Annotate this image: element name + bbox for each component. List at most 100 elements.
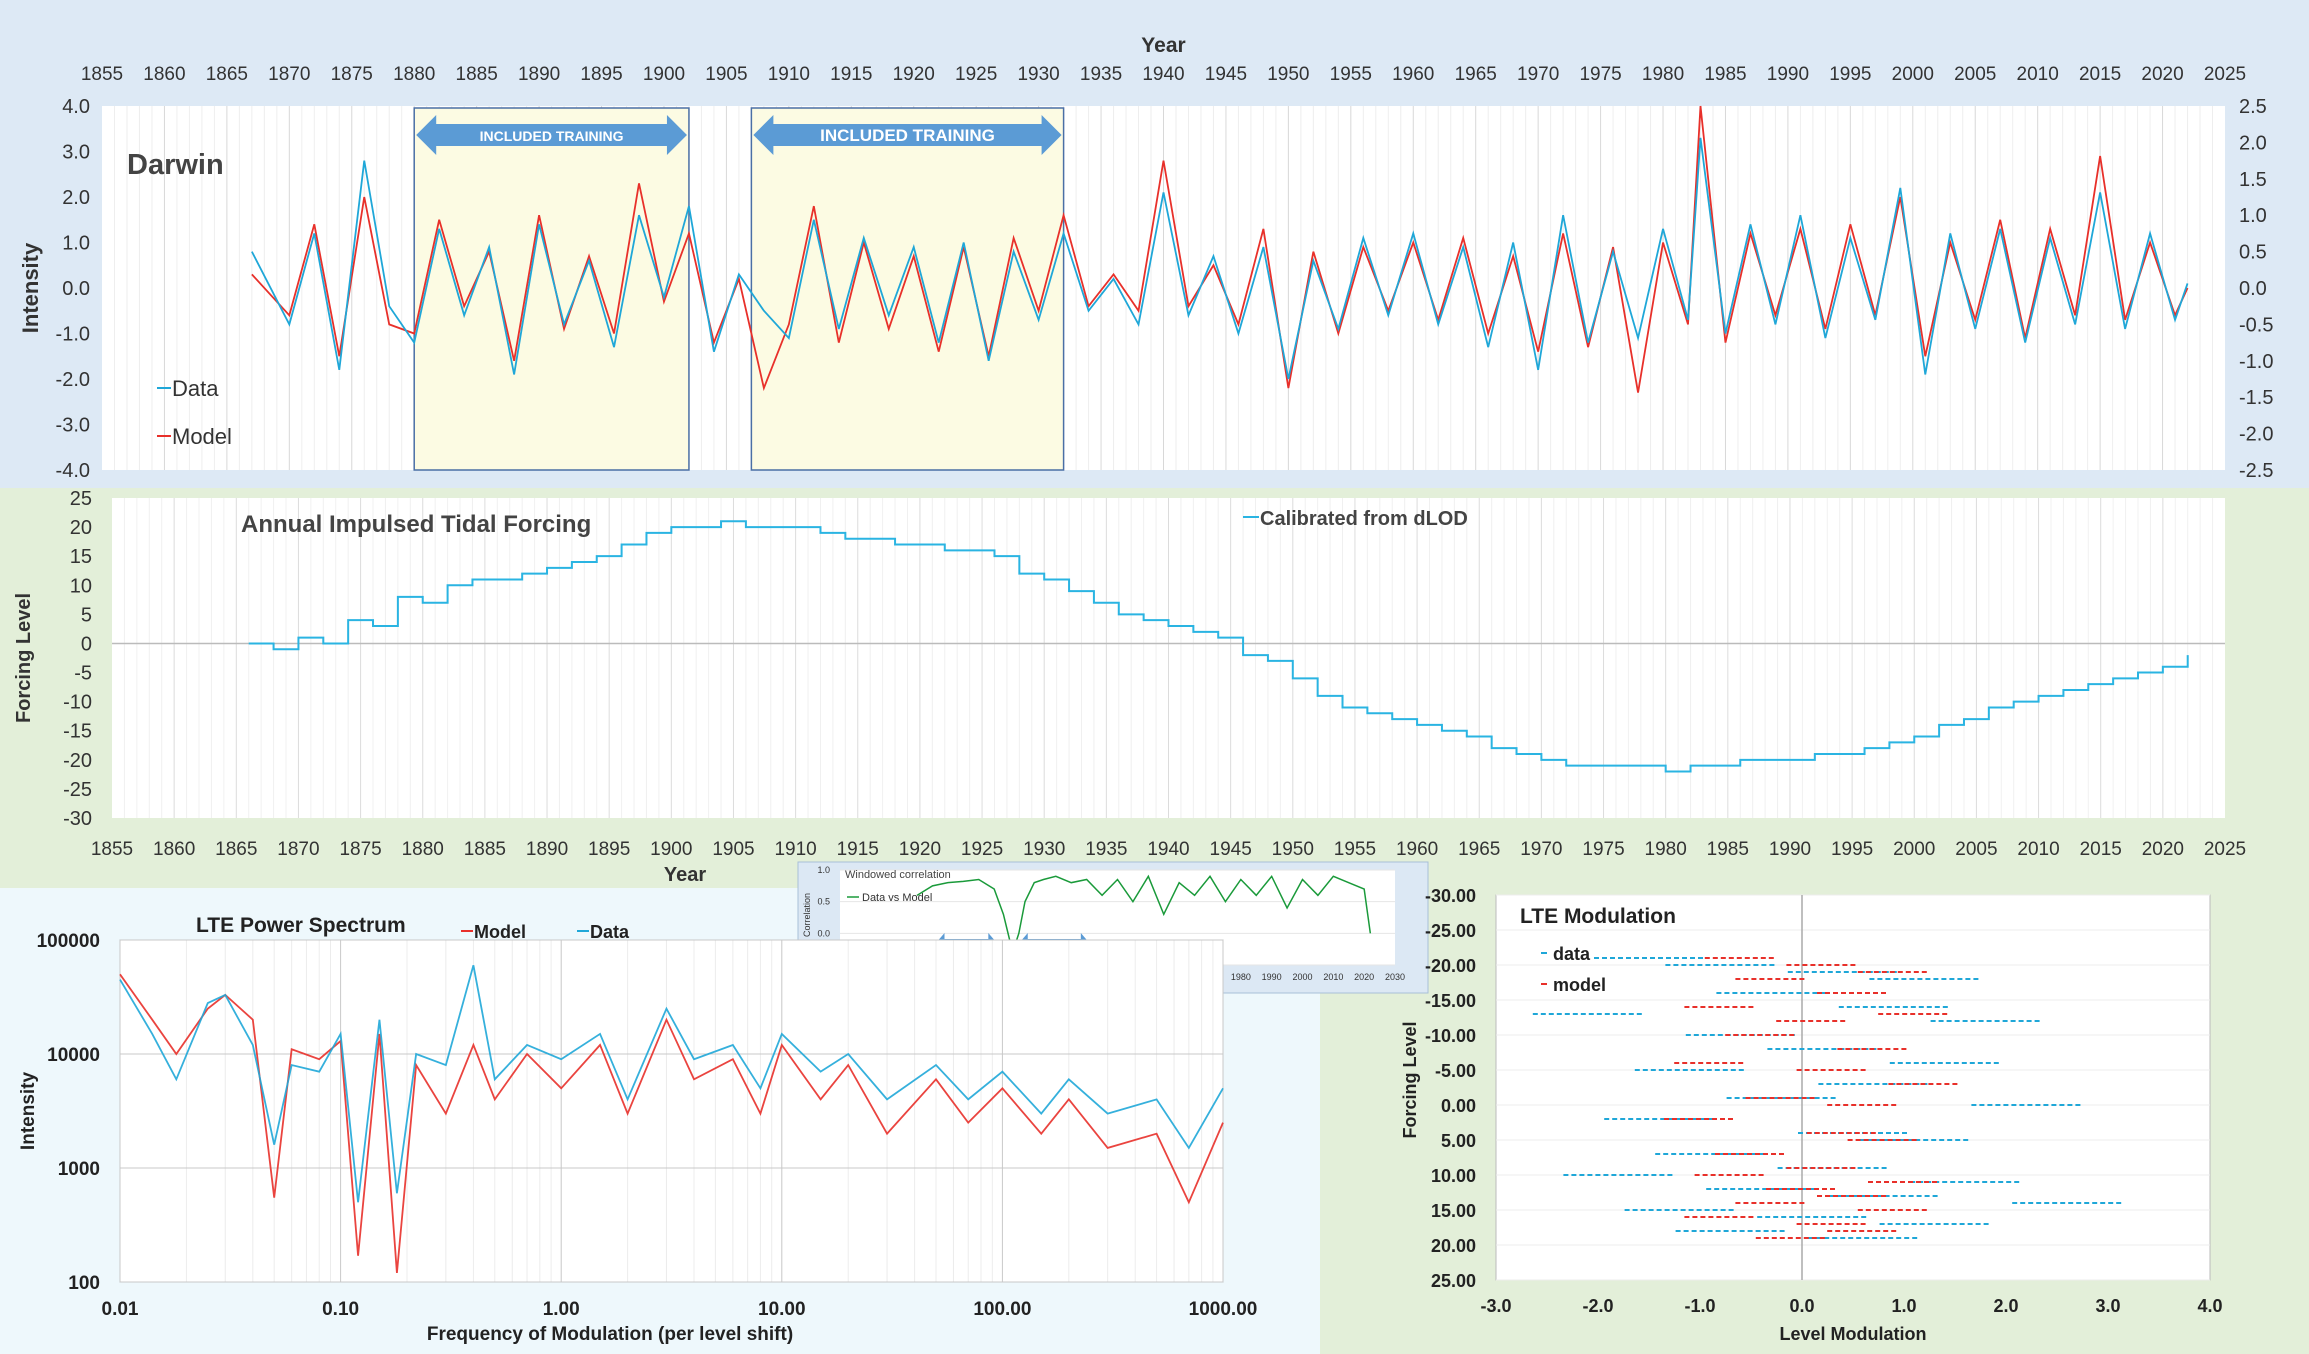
- chart-title: LTE Power Spectrum: [196, 914, 406, 937]
- y-tick-label: -1.0: [56, 324, 90, 346]
- training-label: INCLUDED TRAINING: [820, 126, 995, 145]
- series-line-correlation: [916, 874, 1372, 956]
- x-tick-label: 1860: [153, 839, 195, 860]
- y-tick-label: 20.00: [1431, 1236, 1476, 1256]
- x-tick-label: 1915: [830, 64, 872, 85]
- x-tick-label: 1985: [1704, 64, 1746, 85]
- x-tick-label: 10.00: [758, 1299, 806, 1320]
- y2-tick-label: -2.0: [2239, 424, 2273, 446]
- y-tick-label: 100000: [37, 931, 100, 952]
- x-tick-label: 1965: [1458, 839, 1500, 860]
- x-tick-label: 100.00: [973, 1299, 1031, 1320]
- y-tick-label: -4.0: [56, 460, 90, 482]
- x-tick-label: 1955: [1330, 64, 1372, 85]
- x-tick-label: 1890: [526, 839, 568, 860]
- x-tick-label: 1895: [588, 839, 630, 860]
- x-tick-label: 1875: [339, 839, 381, 860]
- x-tick-label: 1980: [1645, 839, 1687, 860]
- x-tick-label: 3.0: [2095, 1296, 2120, 1316]
- x-tick-label: 1995: [1829, 64, 1871, 85]
- x-tick-label: 1885: [464, 839, 506, 860]
- x-tick-label: 1990: [1767, 64, 1809, 85]
- x-tick-label: -1.0: [1684, 1296, 1715, 1316]
- y-tick-label: 0.00: [1441, 1096, 1476, 1116]
- x-tick-label: 1985: [1707, 839, 1749, 860]
- series-line-data: [119, 965, 1224, 1203]
- x-tick-label: 1920: [899, 839, 941, 860]
- x-tick-label: 1960: [1396, 839, 1438, 860]
- y-axis-title: Correlation: [802, 893, 812, 937]
- x-tick-label: 1880: [402, 839, 444, 860]
- y2-tick-label: 0.5: [2239, 242, 2267, 264]
- x-tick-label: 1925: [955, 64, 997, 85]
- legend-label: model: [1553, 975, 1606, 995]
- y-tick-label: 0.0: [817, 928, 830, 938]
- x-tick-label: 1990: [1769, 839, 1811, 860]
- y-tick-label: -25.00: [1425, 921, 1476, 941]
- y-tick-label: 1000: [58, 1159, 100, 1180]
- legend-label: Calibrated from dLOD: [1260, 508, 1468, 530]
- x-tick-label: 1970: [1517, 64, 1559, 85]
- x-tick-label: 1915: [837, 839, 879, 860]
- y-axis-title: Intensity: [18, 242, 43, 333]
- series-line-data: [251, 137, 2189, 380]
- spectrum-chart: 0.01 0.10 1.00 10.00 100.00 1000.001000001000…: [18, 914, 1257, 1345]
- x-tick-label: 1995: [1831, 839, 1873, 860]
- legend-label: Model: [172, 424, 232, 449]
- training-window: [750, 107, 1065, 471]
- chart-title: Annual Impulsed Tidal Forcing: [241, 511, 591, 538]
- y-tick-label: 1.0: [817, 865, 830, 875]
- series-line-model: [119, 973, 1224, 1274]
- y-tick-label: -30.00: [1425, 886, 1476, 906]
- y-tick-label: -20.00: [1425, 956, 1476, 976]
- x-tick-label: 0.01: [102, 1299, 139, 1320]
- y-tick-label: -3.0: [56, 415, 90, 437]
- x-tick-label: 1.0: [1891, 1296, 1916, 1316]
- y-tick-label: 0: [81, 633, 92, 655]
- x-tick-label: 1900: [650, 839, 692, 860]
- y2-tick-label: -1.0: [2239, 351, 2273, 373]
- training-label: INCLUDED TRAINING: [480, 128, 624, 144]
- y-tick-label: 15.00: [1431, 1201, 1476, 1221]
- x-tick-label: -3.0: [1480, 1296, 1511, 1316]
- y2-tick-label: 0.0: [2239, 278, 2267, 300]
- y2-tick-label: 2.0: [2239, 132, 2267, 154]
- x-tick-label: 1900: [643, 64, 685, 85]
- x-tick-label: 1935: [1085, 839, 1127, 860]
- x-tick-label: 1960: [1392, 64, 1434, 85]
- y-tick-label: 25.00: [1431, 1271, 1476, 1291]
- x-tick-label: 1945: [1210, 839, 1252, 860]
- training-window: [413, 107, 690, 471]
- chart-title: LTE Modulation: [1520, 905, 1676, 928]
- spectrum-plot-area: [119, 939, 1224, 1283]
- x-tick-label: 1865: [206, 64, 248, 85]
- darwin-chart: INCLUDED TRAINING INCLUDED TRAINING 1855 18…: [18, 34, 2273, 482]
- x-tick-label: 2015: [2080, 839, 2122, 860]
- x-tick-label: 1905: [705, 64, 747, 85]
- y-tick-label: 10000: [47, 1045, 100, 1066]
- x-tick-label: 1890: [518, 64, 560, 85]
- x-tick-label: 2015: [2079, 64, 2121, 85]
- x-tick-label: 1950: [1267, 64, 1309, 85]
- legend-label: Data vs Model: [862, 892, 932, 904]
- x-tick-label: 1865: [215, 839, 257, 860]
- x-tick-label: 1885: [456, 64, 498, 85]
- x-tick-label: 1975: [1582, 839, 1624, 860]
- x-tick-label: 2020: [2142, 839, 2184, 860]
- legend-label: data: [1553, 944, 1591, 964]
- y-tick-label: -15.00: [1425, 991, 1476, 1011]
- y-axis-title: Intensity: [18, 1072, 39, 1151]
- x-tick-label: 1980: [1642, 64, 1684, 85]
- y2-tick-label: 2.5: [2239, 96, 2267, 118]
- y-tick-label: 5: [81, 604, 92, 626]
- x-tick-label: 2010: [1323, 972, 1343, 982]
- y-tick-label: 1.0: [62, 233, 90, 255]
- x-tick-label: 2.0: [1993, 1296, 2018, 1316]
- y-tick-label: 20: [70, 517, 92, 539]
- y-tick-label: -15: [63, 721, 92, 743]
- x-tick-label: 1875: [331, 64, 373, 85]
- x-tick-label: 1855: [91, 839, 133, 860]
- x-tick-label: 1940: [1142, 64, 1184, 85]
- x-tick-label: 1975: [1579, 64, 1621, 85]
